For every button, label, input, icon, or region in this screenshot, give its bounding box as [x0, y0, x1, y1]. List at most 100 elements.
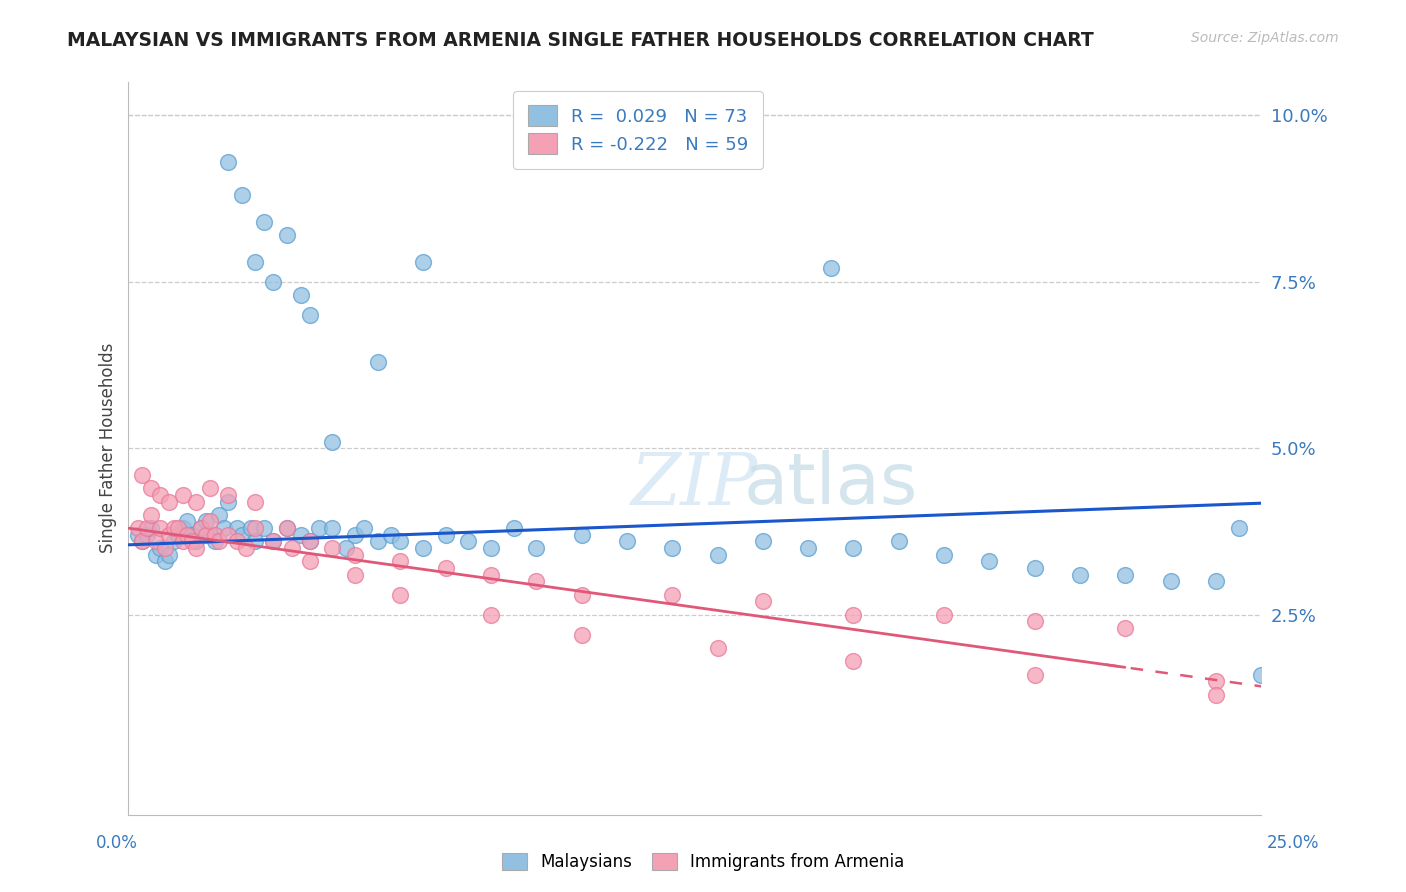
Point — [661, 541, 683, 556]
Point — [145, 534, 167, 549]
Point — [127, 521, 149, 535]
Point — [139, 481, 162, 495]
Point — [524, 574, 547, 589]
Point — [1205, 574, 1227, 589]
Point — [172, 488, 194, 502]
Point — [298, 534, 321, 549]
Point — [1024, 561, 1046, 575]
Point — [616, 534, 638, 549]
Point — [157, 548, 180, 562]
Point — [276, 228, 298, 243]
Point — [457, 534, 479, 549]
Point — [706, 641, 728, 656]
Point — [226, 534, 249, 549]
Point — [235, 541, 257, 556]
Point — [380, 528, 402, 542]
Point — [263, 534, 285, 549]
Point — [571, 588, 593, 602]
Point — [245, 494, 267, 508]
Point — [208, 508, 231, 522]
Point — [479, 607, 502, 622]
Point — [1024, 615, 1046, 629]
Point — [298, 554, 321, 568]
Point — [263, 275, 285, 289]
Point — [198, 481, 221, 495]
Point — [153, 554, 176, 568]
Point — [217, 494, 239, 508]
Point — [321, 541, 343, 556]
Text: atlas: atlas — [744, 450, 918, 519]
Point — [139, 521, 162, 535]
Point — [308, 521, 330, 535]
Point — [389, 588, 412, 602]
Point — [290, 288, 312, 302]
Point — [932, 607, 955, 622]
Point — [344, 548, 367, 562]
Point — [172, 521, 194, 535]
Point — [217, 154, 239, 169]
Point — [131, 467, 153, 482]
Point — [186, 494, 208, 508]
Point — [217, 528, 239, 542]
Point — [1250, 667, 1272, 681]
Point — [226, 521, 249, 535]
Point — [344, 528, 367, 542]
Text: 0.0%: 0.0% — [96, 834, 138, 852]
Point — [321, 434, 343, 449]
Point — [571, 628, 593, 642]
Point — [1205, 688, 1227, 702]
Point — [135, 528, 157, 542]
Point — [979, 554, 1001, 568]
Point — [149, 541, 172, 556]
Point — [752, 534, 775, 549]
Point — [167, 521, 190, 535]
Point — [198, 528, 221, 542]
Legend: Malaysians, Immigrants from Armenia: Malaysians, Immigrants from Armenia — [494, 845, 912, 880]
Point — [163, 534, 186, 549]
Point — [434, 528, 457, 542]
Point — [752, 594, 775, 608]
Text: Source: ZipAtlas.com: Source: ZipAtlas.com — [1191, 31, 1339, 45]
Point — [335, 541, 357, 556]
Point — [180, 528, 202, 542]
Legend: R =  0.029   N = 73, R = -0.222   N = 59: R = 0.029 N = 73, R = -0.222 N = 59 — [513, 91, 763, 169]
Point — [389, 554, 412, 568]
Point — [245, 521, 267, 535]
Point — [367, 354, 389, 368]
Point — [163, 521, 186, 535]
Point — [194, 528, 217, 542]
Point — [131, 534, 153, 549]
Point — [157, 528, 180, 542]
Point — [1114, 621, 1136, 635]
Point — [231, 188, 253, 202]
Point — [217, 488, 239, 502]
Point — [344, 567, 367, 582]
Point — [245, 534, 267, 549]
Point — [502, 521, 524, 535]
Text: MALAYSIAN VS IMMIGRANTS FROM ARMENIA SINGLE FATHER HOUSEHOLDS CORRELATION CHART: MALAYSIAN VS IMMIGRANTS FROM ARMENIA SIN… — [67, 31, 1094, 50]
Point — [1227, 521, 1250, 535]
Point — [1205, 674, 1227, 689]
Point — [434, 561, 457, 575]
Point — [290, 528, 312, 542]
Point — [842, 607, 865, 622]
Point — [131, 534, 153, 549]
Point — [280, 541, 302, 556]
Point — [276, 521, 298, 535]
Point — [231, 528, 253, 542]
Point — [1114, 567, 1136, 582]
Point — [661, 588, 683, 602]
Point — [389, 534, 412, 549]
Point — [145, 548, 167, 562]
Point — [353, 521, 375, 535]
Point — [298, 308, 321, 322]
Point — [321, 521, 343, 535]
Point — [153, 541, 176, 556]
Point — [932, 548, 955, 562]
Point — [149, 488, 172, 502]
Point — [239, 521, 262, 535]
Point — [842, 541, 865, 556]
Point — [367, 534, 389, 549]
Point — [139, 508, 162, 522]
Point — [204, 528, 226, 542]
